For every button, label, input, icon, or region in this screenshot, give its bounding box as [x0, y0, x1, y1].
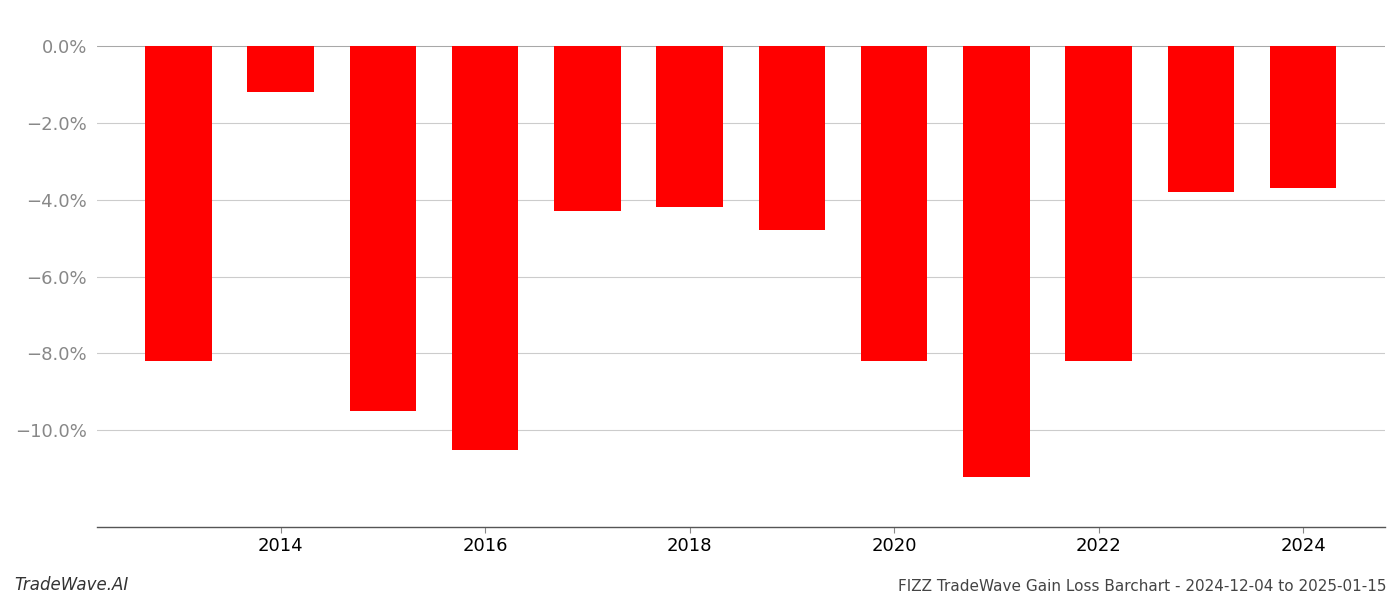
- Bar: [554, 46, 620, 211]
- Text: FIZZ TradeWave Gain Loss Barchart - 2024-12-04 to 2025-01-15: FIZZ TradeWave Gain Loss Barchart - 2024…: [897, 579, 1386, 594]
- Bar: [1270, 46, 1337, 188]
- Bar: [248, 46, 314, 92]
- Bar: [1065, 46, 1133, 361]
- Text: TradeWave.AI: TradeWave.AI: [14, 576, 129, 594]
- Bar: [452, 46, 518, 449]
- Bar: [861, 46, 927, 361]
- Bar: [759, 46, 825, 230]
- Bar: [1168, 46, 1235, 192]
- Bar: [146, 46, 211, 361]
- Bar: [350, 46, 416, 411]
- Bar: [963, 46, 1029, 476]
- Bar: [657, 46, 722, 208]
